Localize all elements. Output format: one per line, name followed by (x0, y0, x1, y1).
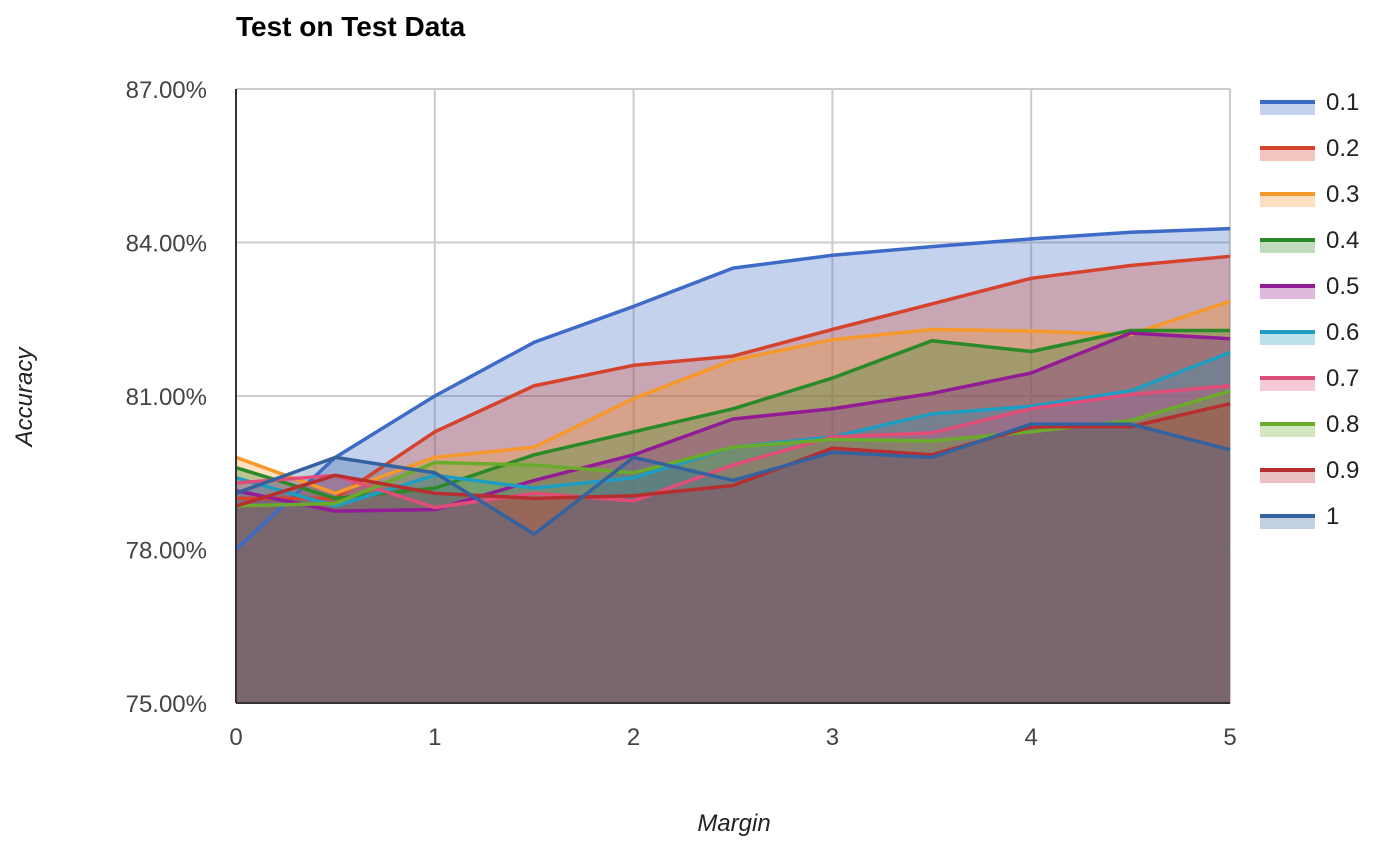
legend-label: 0.1 (1326, 89, 1359, 116)
area-series-1 (236, 424, 1230, 703)
area-series-0.7 (236, 385, 1230, 703)
legend-item: 0.6 (1260, 319, 1359, 346)
legend-swatch-fill (1260, 378, 1315, 391)
legend-label: 0.3 (1326, 181, 1359, 208)
legend-label: 1 (1326, 503, 1339, 530)
legend-swatch-fill (1260, 102, 1315, 115)
tick-labels: 75.00% 78.00% 81.00% 84.00% 87.00% 0 1 2 3 4 5 (126, 77, 1237, 751)
area-series-0.4 (236, 330, 1230, 703)
legend-label: 0.8 (1326, 411, 1359, 438)
x-tick-label: 3 (826, 724, 839, 751)
line-series-1 (235, 422, 1231, 536)
legend-label: 0.7 (1326, 365, 1359, 392)
legend-item: 1 (1260, 503, 1339, 530)
y-tick-label: 81.00% (126, 384, 207, 411)
legend-swatch-fill (1260, 194, 1315, 207)
line-series-0.9 (235, 401, 1231, 508)
y-axis-title: Accuracy (11, 346, 38, 449)
legend-item: 0.2 (1260, 135, 1359, 162)
y-tick-label: 84.00% (126, 231, 207, 258)
area-series-0.5 (236, 333, 1230, 703)
y-tick-label: 87.00% (126, 77, 207, 104)
legend-label: 0.4 (1326, 227, 1359, 254)
legend-label: 0.2 (1326, 135, 1359, 162)
legend-item: 0.8 (1260, 411, 1359, 438)
line-series-0.5 (235, 331, 1231, 513)
area-series-0.8 (236, 390, 1230, 703)
x-axis-title: Margin (697, 810, 770, 837)
x-tick-label: 4 (1025, 724, 1038, 751)
legend-swatch-fill (1260, 516, 1315, 529)
legend-swatch-fill (1260, 286, 1315, 299)
area-series-0.3 (236, 301, 1230, 703)
series-lines (234, 226, 1231, 551)
legend-label: 0.9 (1326, 457, 1359, 484)
y-tick-label: 75.00% (126, 691, 207, 718)
legend: 0.1 0.2 0.3 0.4 0.5 0.6 0.7 0.8 0.9 1 (1260, 89, 1359, 530)
legend-item: 0.9 (1260, 457, 1359, 484)
legend-item: 0.1 (1260, 89, 1359, 116)
legend-swatch-fill (1260, 424, 1315, 437)
line-series-0.4 (235, 328, 1230, 501)
legend-item: 0.4 (1260, 227, 1359, 254)
legend-item: 0.5 (1260, 273, 1359, 300)
y-tick-label: 78.00% (126, 538, 207, 565)
line-series-0.2 (236, 254, 1231, 501)
legend-swatch-fill (1260, 470, 1315, 483)
x-tick-label: 0 (229, 724, 242, 751)
axes (235, 89, 1230, 704)
legend-swatch-fill (1260, 240, 1315, 253)
legend-item: 0.3 (1260, 181, 1359, 208)
legend-swatch-fill (1260, 332, 1315, 345)
x-tick-label: 5 (1223, 724, 1236, 751)
x-tick-label: 2 (627, 724, 640, 751)
x-tick-label: 1 (428, 724, 441, 751)
chart-title: Test on Test Data (236, 11, 466, 42)
line-series-0.1 (234, 226, 1231, 551)
legend-item: 0.7 (1260, 365, 1359, 392)
area-series-0.9 (236, 403, 1230, 703)
legend-swatch-fill (1260, 148, 1315, 161)
line-series-0.7 (235, 384, 1231, 510)
legend-label: 0.5 (1326, 273, 1359, 300)
legend-label: 0.6 (1326, 319, 1359, 346)
